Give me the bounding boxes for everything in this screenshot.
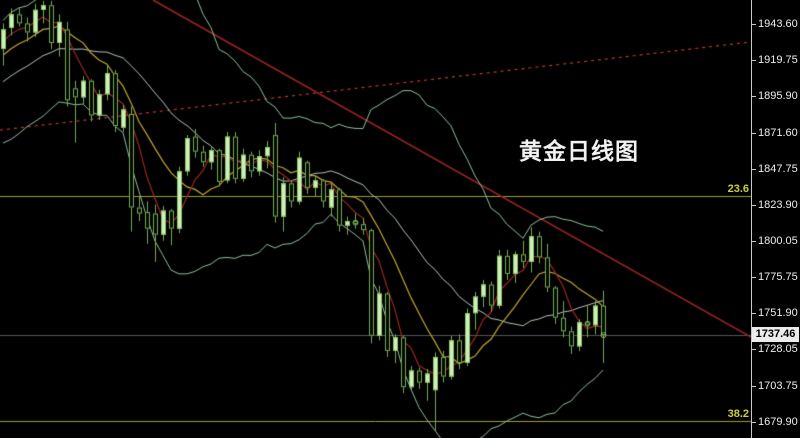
axis-tick-dash bbox=[752, 95, 756, 97]
axis-tick: 1703.75 bbox=[752, 380, 800, 392]
axis-tick: 1751.90 bbox=[752, 307, 800, 319]
fib-236-label: 23.6 bbox=[727, 183, 749, 196]
axis-tick-label: 1775.75 bbox=[758, 271, 798, 284]
price-chart-canvas[interactable] bbox=[0, 0, 751, 438]
axis-tick-label: 1943.60 bbox=[758, 17, 798, 30]
axis-tick-dash bbox=[752, 240, 756, 242]
axis-tick-label: 1919.75 bbox=[758, 53, 798, 66]
axis-tick-dash bbox=[752, 168, 756, 170]
axis-tick-dash bbox=[752, 349, 756, 351]
axis-tick-label: 1728.05 bbox=[758, 343, 798, 356]
axis-tick-dash bbox=[752, 422, 756, 423]
axis-tick-label: 1823.90 bbox=[758, 198, 798, 211]
fib-382-label: 38.2 bbox=[727, 408, 749, 421]
axis-tick-dash bbox=[752, 132, 756, 134]
axis-tick-label: 1871.60 bbox=[758, 126, 798, 139]
axis-tick: 1775.75 bbox=[752, 271, 800, 283]
axis-tick-label: 1895.90 bbox=[758, 89, 798, 102]
axis-tick-dash bbox=[752, 277, 756, 279]
axis-tick-label: 1800.05 bbox=[758, 234, 798, 247]
axis-tick-label: 1679.90 bbox=[758, 416, 798, 428]
axis-tick-dash bbox=[752, 386, 756, 387]
axis-tick: 1895.90 bbox=[752, 90, 800, 102]
price-axis[interactable]: 1943.60 1919.75 1895.90 1871.60 1847.75 1823.… bbox=[751, 0, 800, 438]
axis-tick-label: 1751.90 bbox=[758, 307, 798, 320]
chart-title: 黄金日线图 bbox=[519, 139, 639, 164]
axis-tick-label: 1847.75 bbox=[758, 162, 798, 175]
axis-tick-dash bbox=[752, 59, 756, 61]
axis-tick: 1943.60 bbox=[752, 18, 800, 30]
axis-tick: 1823.90 bbox=[752, 199, 800, 211]
axis-tick: 1919.75 bbox=[752, 54, 800, 66]
current-price-box: 1737.46 bbox=[752, 327, 799, 343]
axis-tick-dash bbox=[752, 23, 756, 25]
axis-tick: 1800.05 bbox=[752, 235, 800, 247]
axis-tick-dash bbox=[752, 204, 756, 206]
axis-tick: 1728.05 bbox=[752, 343, 800, 355]
axis-tick-dash bbox=[752, 313, 756, 315]
axis-tick-label: 1703.75 bbox=[758, 380, 798, 392]
axis-tick: 1847.75 bbox=[752, 163, 800, 175]
axis-tick: 1871.60 bbox=[752, 127, 800, 139]
axis-tick: 1679.90 bbox=[752, 416, 800, 428]
